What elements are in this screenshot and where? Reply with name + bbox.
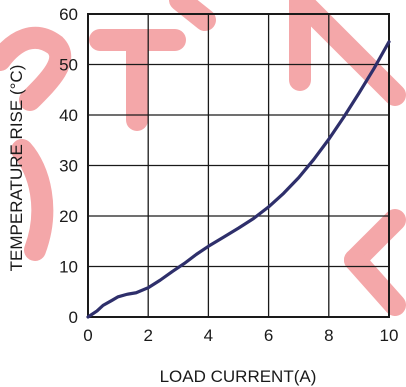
x-tick-label: 6 — [264, 326, 273, 345]
plot-frame — [87, 13, 390, 318]
x-tick-label: 4 — [204, 326, 213, 345]
x-tick-label: 10 — [380, 326, 399, 345]
x-tick-label: 0 — [83, 326, 92, 345]
y-tick-label: 20 — [59, 207, 78, 226]
x-tick-label: 8 — [324, 326, 333, 345]
series-line — [86, 40, 391, 319]
series-layer — [86, 40, 391, 319]
y-tick-label: 10 — [59, 258, 78, 277]
y-axis-label: TEMPERATURE RISE (°C) — [7, 65, 26, 272]
watermark-stroke — [169, 0, 216, 31]
y-tick-label: 30 — [59, 157, 78, 176]
tick-labels: 0 2 4 6 8 10 0 10 20 30 40 50 60 — [59, 5, 398, 345]
x-axis-label: LOAD CURRENT(A) — [160, 367, 317, 386]
watermark-stroke — [289, 0, 406, 106]
y-tick-label: 60 — [59, 5, 78, 24]
watermark-stroke — [0, 26, 72, 111]
y-tick-label: 50 — [59, 56, 78, 75]
plot-border — [87, 13, 390, 318]
watermark-stroke — [11, 139, 54, 261]
x-tick-label: 2 — [143, 326, 152, 345]
y-tick-label: 40 — [59, 106, 78, 125]
y-tick-label: 0 — [69, 308, 78, 327]
